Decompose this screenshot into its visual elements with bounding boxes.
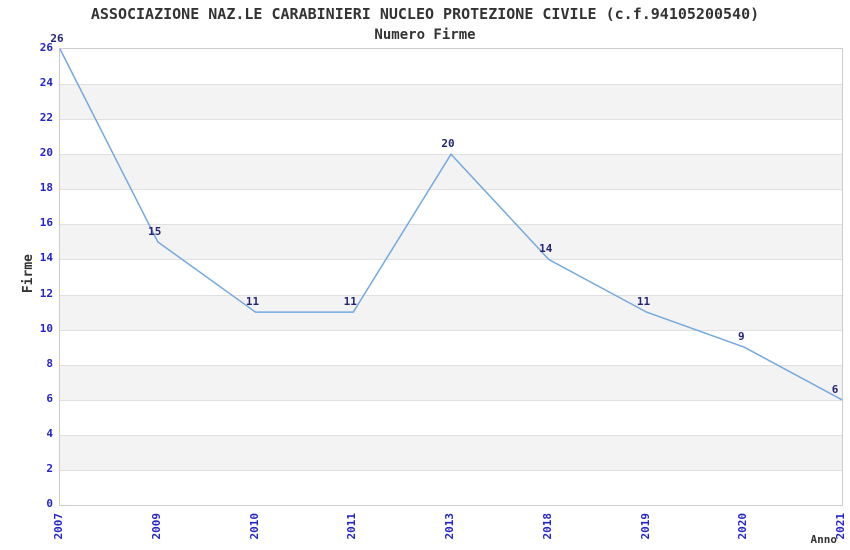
- x-tick-label: 2010: [247, 513, 261, 540]
- gridline: [60, 434, 842, 436]
- gridline: [60, 399, 842, 401]
- gridline: [60, 224, 842, 226]
- y-tick-label: 8: [46, 356, 53, 370]
- y-tick-label: 22: [39, 111, 53, 125]
- line-series-svg: [59, 48, 843, 401]
- gridline: [60, 119, 842, 121]
- plot-band: [60, 294, 842, 330]
- y-tick-label: 20: [39, 146, 53, 160]
- gridline: [60, 189, 842, 191]
- x-axis-label: Anno: [810, 533, 838, 546]
- y-tick-label: 0: [46, 497, 53, 510]
- data-point-label: 20: [441, 137, 455, 151]
- data-point-label: 11: [636, 295, 651, 309]
- plot-band: [60, 154, 842, 190]
- data-point-label: 9: [737, 330, 745, 344]
- y-axis-label: Firme: [21, 254, 36, 294]
- data-point-label: 15: [148, 224, 162, 238]
- y-tick-label: 18: [39, 181, 53, 195]
- gridline: [60, 364, 842, 366]
- gridline: [60, 84, 842, 86]
- y-tick-label: 2: [46, 461, 53, 475]
- data-point-label: 14: [539, 242, 553, 256]
- x-tick-label: 2019: [638, 513, 652, 540]
- chart-title: ASSOCIAZIONE NAZ.LE CARABINIERI NUCLEO P…: [90, 5, 760, 23]
- x-tick-label: 2009: [149, 513, 163, 540]
- plot-band: [60, 364, 842, 400]
- x-tick-label: 2018: [540, 513, 554, 540]
- x-tick-label: 2007: [52, 513, 65, 540]
- plot-band: [60, 224, 842, 260]
- data-point-label: 6: [831, 382, 839, 396]
- y-tick-label: 10: [39, 321, 53, 335]
- gridline: [60, 294, 842, 296]
- plot-area: [59, 48, 843, 506]
- line-series: [59, 48, 843, 401]
- data-point-label: 11: [245, 295, 260, 309]
- y-tick-label: 26: [39, 41, 53, 54]
- gridline: [60, 329, 842, 331]
- x-tick-label: 2020: [736, 513, 750, 540]
- y-tick-label: 12: [39, 286, 53, 300]
- x-tick-label: 2013: [443, 513, 456, 540]
- plot-band: [60, 84, 842, 120]
- gridline: [60, 259, 842, 261]
- gridline: [60, 469, 842, 471]
- data-point-label: 26: [50, 32, 64, 45]
- data-point-label: 11: [343, 295, 357, 309]
- y-tick-label: 6: [46, 391, 53, 405]
- plot-band: [60, 434, 842, 470]
- y-tick-label: 4: [46, 426, 53, 440]
- y-tick-label: 16: [39, 216, 53, 230]
- y-tick-label: 14: [39, 251, 53, 265]
- y-tick-label: 24: [39, 76, 53, 90]
- chart-subtitle: Numero Firme: [374, 27, 476, 43]
- x-tick-label: 2011: [345, 513, 359, 540]
